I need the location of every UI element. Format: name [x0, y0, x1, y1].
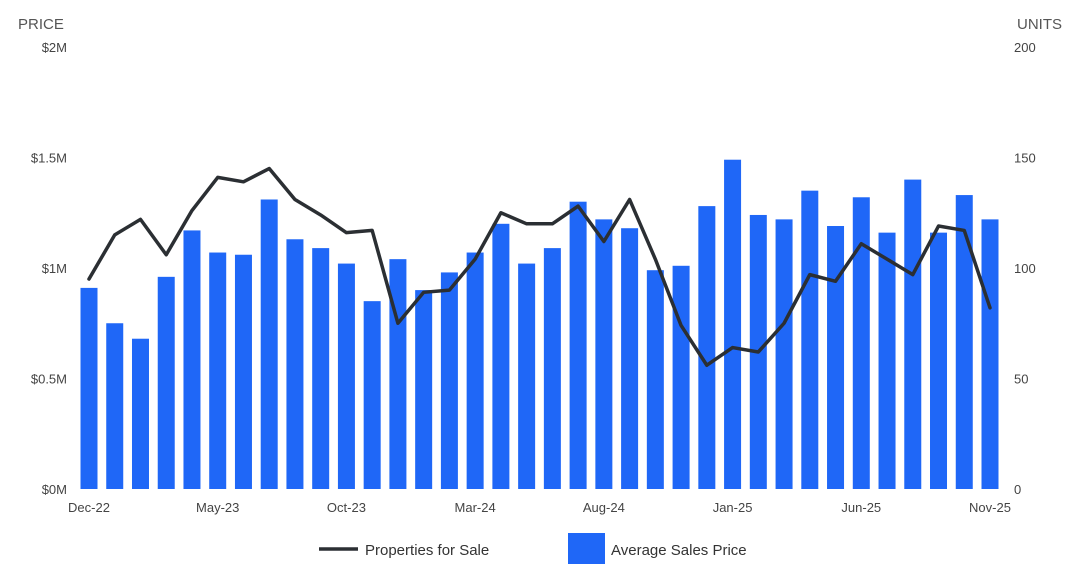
price-bar	[647, 270, 664, 489]
price-bar	[415, 290, 432, 489]
price-bar	[982, 219, 999, 489]
price-bar	[570, 202, 587, 489]
price-bar	[132, 339, 149, 489]
y-left-tick-label: $0M	[42, 482, 67, 497]
price-bar	[595, 219, 612, 489]
price-bar	[879, 233, 896, 489]
price-bar	[776, 219, 793, 489]
price-bar	[956, 195, 973, 489]
x-tick-label: Oct-23	[327, 500, 366, 515]
price-bar	[235, 255, 252, 489]
price-bar	[364, 301, 381, 489]
x-tick-label: Aug-24	[583, 500, 625, 515]
x-tick-label: Mar-24	[455, 500, 496, 515]
price-bar	[261, 199, 278, 489]
x-tick-label: Jun-25	[841, 500, 881, 515]
price-bar	[621, 228, 638, 489]
price-bar	[930, 233, 947, 489]
y-left-tick-label: $0.5M	[31, 372, 67, 387]
price-bar	[801, 191, 818, 489]
price-bar	[724, 160, 741, 489]
y-right-tick-label: 100	[1014, 261, 1036, 276]
price-bar	[544, 248, 561, 489]
price-bar	[492, 224, 509, 489]
price-bar	[158, 277, 175, 489]
price-bar	[518, 264, 535, 489]
price-bar	[81, 288, 98, 489]
y-right-tick-label: 0	[1014, 482, 1021, 497]
y-right-tick-label: 200	[1014, 40, 1036, 55]
x-tick-label: Nov-25	[969, 500, 1011, 515]
price-bar	[827, 226, 844, 489]
price-bar	[209, 253, 226, 489]
y-left-tick-labels: $0M $0.5M $1M $1.5M $2M	[31, 40, 67, 497]
y-right-tick-label: 50	[1014, 372, 1028, 387]
x-tick-label: Dec-22	[68, 500, 110, 515]
x-tick-label: Jan-25	[713, 500, 753, 515]
price-bar	[904, 180, 921, 489]
x-tick-label: May-23	[196, 500, 239, 515]
price-bar	[698, 206, 715, 489]
price-bars	[81, 160, 999, 489]
price-bar	[183, 230, 200, 489]
price-bar	[106, 323, 123, 489]
price-bar	[853, 197, 870, 489]
price-bar	[673, 266, 690, 489]
price-bar	[441, 272, 458, 489]
price-bar	[338, 264, 355, 489]
legend-label-price: Average Sales Price	[611, 542, 747, 559]
price-bar	[312, 248, 329, 489]
y-left-axis-title: PRICE	[18, 16, 64, 33]
y-left-tick-label: $1M	[42, 261, 67, 276]
y-right-tick-labels: 0 50 100 150 200	[1014, 40, 1036, 497]
y-left-tick-label: $1.5M	[31, 151, 67, 166]
legend: Properties for Sale Average Sales Price	[319, 533, 747, 564]
y-right-tick-label: 150	[1014, 151, 1036, 166]
legend-label-properties: Properties for Sale	[365, 542, 489, 559]
price-bar	[286, 239, 303, 489]
y-left-tick-label: $2M	[42, 40, 67, 55]
x-tick-labels: Dec-22 May-23 Oct-23 Mar-24 Aug-24 Jan-25 Jun-…	[68, 500, 1011, 515]
legend-bar-swatch	[568, 533, 605, 564]
y-right-axis-title: UNITS	[1017, 16, 1062, 33]
price-bar	[467, 253, 484, 489]
price-bar	[389, 259, 406, 489]
